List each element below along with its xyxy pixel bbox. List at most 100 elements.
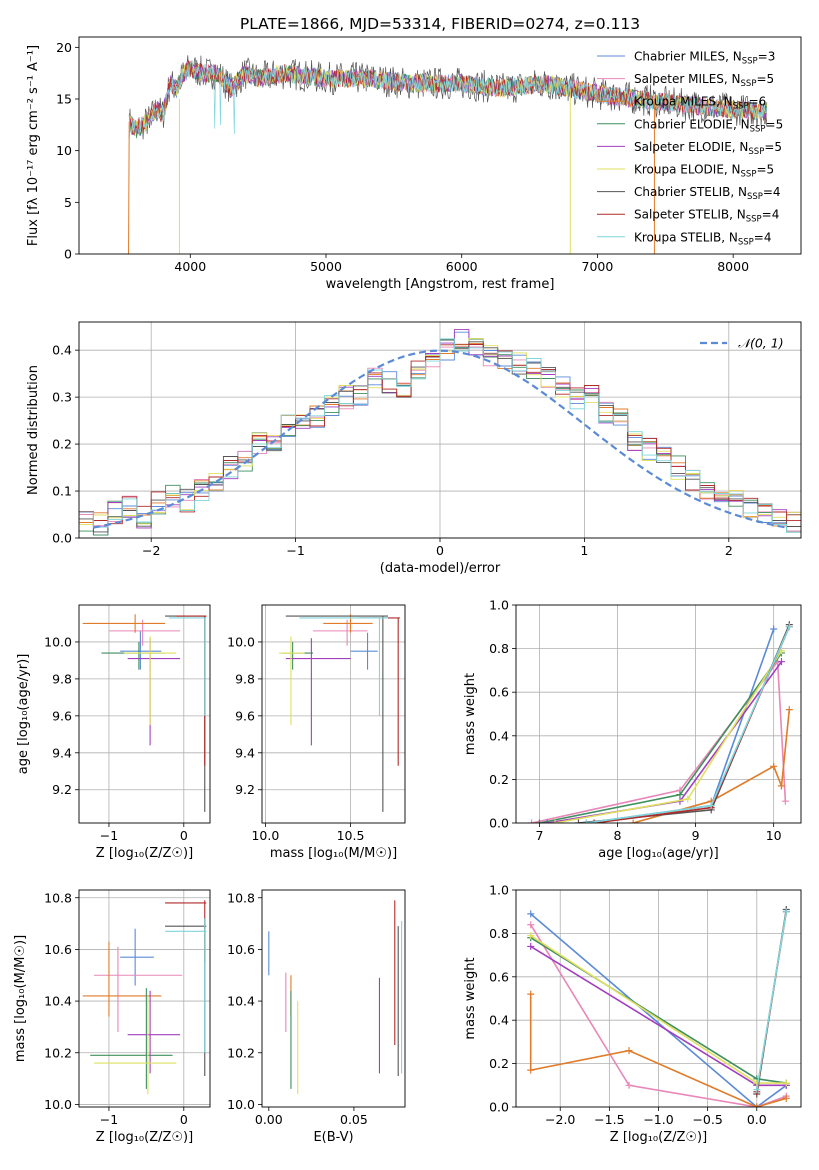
y-tick-label: 10.8 — [227, 890, 255, 905]
y-axis-label: age [log₁₀(age/yr)] — [16, 654, 31, 775]
plot-area — [268, 900, 403, 1095]
legend-label-suffix: =5 — [766, 117, 784, 131]
weight-marker — [777, 782, 785, 790]
weight-marker — [753, 1086, 761, 1094]
weight-marker — [551, 819, 559, 823]
x-axis-label: wavelength [Angstrom, rest frame] — [326, 277, 555, 292]
y-tick-label: 10.6 — [44, 942, 72, 957]
x-tick-label: 2 — [725, 543, 733, 558]
histogram-step — [79, 338, 801, 538]
y-axis-label: Normed distribution — [26, 365, 41, 495]
y-tick-label: 0.0 — [489, 1100, 509, 1115]
x-tick-label: −1 — [100, 1112, 118, 1127]
legend: Chabrier MILES, NSSP=3 Salpeter MILES, NS… — [597, 50, 784, 247]
weight-marker — [625, 1081, 633, 1089]
y-tick-label: 0.2 — [489, 772, 509, 787]
y-tick-label: 10.8 — [44, 890, 72, 905]
y-tick-label: 0.8 — [489, 926, 509, 941]
x-tick-label: 6000 — [446, 259, 478, 274]
x-tick-label: 10.0 — [251, 828, 279, 843]
x-axis-label: E(B-V) — [313, 1130, 353, 1145]
y-tick-label: 0.6 — [489, 969, 509, 984]
weight-marker — [785, 623, 793, 631]
y-tick-label: 0.2 — [52, 437, 72, 452]
x-tick-label: −1.0 — [643, 1112, 673, 1127]
weight-marker — [707, 802, 715, 810]
weight-marker — [782, 1094, 790, 1102]
legend-label-suffix: =4 — [762, 208, 780, 222]
plot-area — [516, 605, 801, 823]
y-tick-label: 0.1 — [52, 484, 72, 499]
weight-marker — [781, 797, 789, 805]
y-tick-label: 0.4 — [489, 1013, 509, 1028]
x-tick-label: 0 — [180, 828, 188, 843]
axes-frame — [261, 604, 406, 824]
weight-marker — [782, 908, 790, 916]
axes-frame — [515, 889, 802, 1108]
y-tick-label: 0.0 — [52, 531, 72, 546]
y-axis-label: Flux [fλ 10⁻¹⁷ erg cm⁻² s⁻¹ A⁻¹] — [26, 45, 41, 246]
legend-label: 𝒩(0, 1) — [738, 336, 784, 351]
y-tick-label: 0 — [64, 247, 72, 262]
x-axis-label: Z [log₁₀(Z/Z☉)] — [610, 1130, 707, 1145]
weight-line — [530, 924, 787, 1107]
y-tick-label: 9.8 — [52, 671, 72, 686]
legend-subscript: SSP — [750, 124, 766, 134]
normal-curve — [93, 349, 787, 529]
y-tick-label: 0.4 — [489, 728, 509, 743]
legend-subscript: SSP — [742, 57, 758, 67]
x-tick-label: 4000 — [174, 259, 206, 274]
y-tick-label: 10.2 — [227, 1045, 255, 1060]
y-tick-label: 20 — [56, 40, 72, 55]
weight-marker — [527, 910, 535, 918]
panel-spectrum: 4000 5000 6000 7000 8000 0 5 10 15 20 wavelength [… — [26, 36, 802, 292]
axes-frame — [261, 889, 406, 1108]
y-tick-label: 1.0 — [489, 883, 509, 898]
y-tick-label: 0.8 — [489, 641, 509, 656]
panel-age-vs-mass: 10.0 10.5 9.2 9.4 9.6 9.8 10.0 mass [log₁₀(M/M☉… — [227, 604, 406, 861]
legend-subscript: SSP — [733, 102, 749, 112]
y-tick-label: 0.0 — [489, 816, 509, 831]
legend-subscript: SSP — [748, 147, 764, 157]
legend-label: Kroupa STELIB, NSSP=4 — [634, 230, 772, 247]
legend-subscript: SSP — [746, 215, 762, 225]
plot-area — [516, 890, 801, 1107]
plot-area — [125, 55, 768, 254]
weight-marker — [753, 1103, 761, 1107]
panel-massweight-vs-Z: −2.0 −1.5 −1.0 −0.5 0.0 0.0 0.2 0.4 0.6 0.8 1.0 Z [… — [463, 883, 802, 1145]
weight-marker — [782, 1079, 790, 1087]
x-tick-label: 0 — [180, 1112, 188, 1127]
plot-area — [79, 605, 210, 823]
y-tick-label: 9.4 — [52, 745, 72, 760]
y-tick-label: 10.2 — [44, 1045, 72, 1060]
y-tick-label: 5 — [64, 195, 72, 210]
weight-marker — [527, 990, 535, 998]
y-tick-label: 9.6 — [52, 708, 72, 723]
x-tick-label: −1 — [286, 543, 304, 558]
x-tick-label: −1 — [100, 828, 118, 843]
y-tick-label: 10.4 — [44, 994, 72, 1009]
legend-label: Chabrier MILES, NSSP=3 — [634, 50, 775, 67]
y-tick-label: 10.0 — [227, 634, 255, 649]
x-tick-label: 5000 — [310, 259, 342, 274]
panel-mass-vs-Z: −1 0 10.0 10.2 10.4 10.6 10.8 Z [log₁₀(Z/Z☉)] ma… — [13, 889, 211, 1145]
legend-label: Salpeter ELODIE, NSSP=5 — [634, 140, 782, 157]
axes-frame — [78, 321, 802, 539]
y-tick-label: 0.4 — [52, 343, 72, 358]
y-tick-label: 9.2 — [235, 782, 255, 797]
x-tick-label: 1 — [580, 543, 588, 558]
x-tick-label: 7 — [535, 828, 543, 843]
legend-label-suffix: =6 — [749, 95, 767, 109]
x-tick-label: 0 — [436, 543, 444, 558]
x-tick-label: 0.00 — [255, 1112, 283, 1127]
legend-label-suffix: =4 — [763, 185, 781, 199]
legend-subscript: SSP — [738, 237, 754, 247]
weight-marker — [535, 819, 543, 823]
figure-title: PLATE=1866, MJD=53314, FIBERID=0274, z=0… — [240, 15, 640, 33]
weight-marker — [770, 625, 778, 633]
weight-marker — [590, 819, 598, 823]
weight-marker — [574, 819, 582, 823]
weight-marker — [543, 819, 551, 823]
weight-line — [539, 652, 783, 823]
weight-line — [578, 624, 791, 823]
